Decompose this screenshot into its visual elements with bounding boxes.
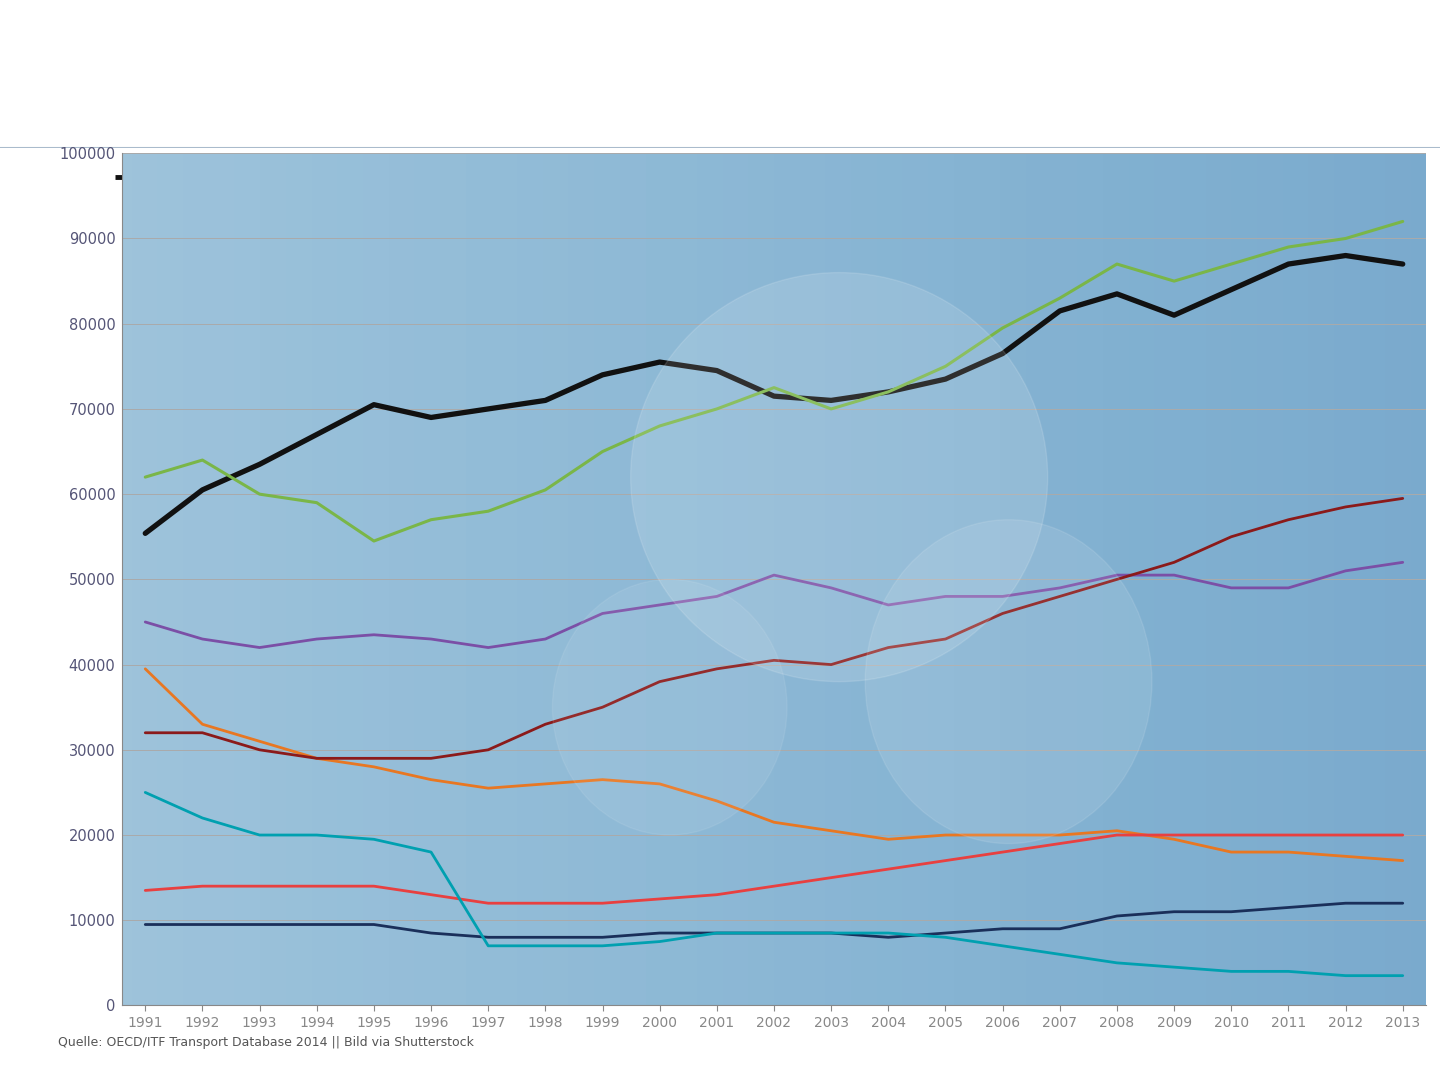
Text: Italien: Italien: [468, 170, 511, 184]
Text: Polen: Polen: [583, 170, 621, 184]
Text: Von wegen Stillstand?: Von wegen Stillstand?: [79, 22, 739, 73]
Ellipse shape: [553, 579, 788, 835]
Ellipse shape: [865, 520, 1152, 844]
Text: Schweiz: Schweiz: [1030, 170, 1086, 184]
Text: Rumänien: Rumänien: [1159, 170, 1228, 184]
Ellipse shape: [631, 273, 1048, 682]
Text: Deutschland: Deutschland: [158, 170, 246, 184]
Text: )): )): [23, 37, 58, 75]
Text: Frankreich: Frankreich: [324, 170, 396, 184]
Text: Großbritannien: Großbritannien: [698, 170, 804, 184]
Text: Österreich: Österreich: [893, 170, 965, 184]
Text: Entwicklung der Passagier-Kilometer im Bahnverkehr, in Millionen Pkm, ausgewählt: Entwicklung der Passagier-Kilometer im B…: [79, 109, 1012, 128]
Text: Quelle: OECD/ITF Transport Database 2014 || Bild via Shutterstock: Quelle: OECD/ITF Transport Database 2014…: [58, 1036, 474, 1049]
